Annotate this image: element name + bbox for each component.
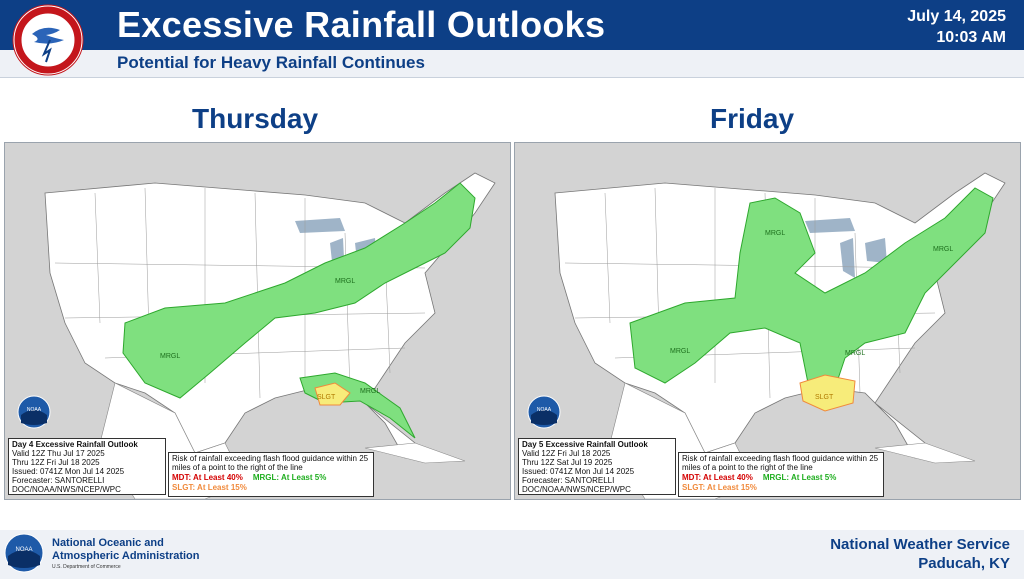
legend-mdt: MDT: At Least 40% bbox=[682, 473, 753, 482]
thru-line: Thru 12Z Fri Jul 18 2025 bbox=[12, 458, 100, 467]
outlook-info-box: Day 5 Excessive Rainfall Outlook Valid 1… bbox=[518, 438, 676, 495]
risk-legend: Risk of rainfall exceeding flash flood g… bbox=[168, 452, 374, 497]
thru-line: Thru 12Z Sat Jul 19 2025 bbox=[522, 458, 613, 467]
office-line1: National Weather Service bbox=[830, 536, 1010, 553]
legend-mrgl: MRGL: At Least 5% bbox=[252, 473, 327, 482]
slgt-area bbox=[799, 374, 856, 412]
svg-text:NOAA: NOAA bbox=[15, 547, 32, 553]
department-text: U.S. Department of Commerce bbox=[52, 564, 121, 570]
lake-superior bbox=[805, 218, 855, 233]
issued-line: Issued: 0741Z Mon Jul 14 2025 bbox=[12, 467, 125, 476]
office-name: National Weather Service Paducah, KY bbox=[830, 535, 1010, 573]
footer-bar bbox=[0, 530, 1024, 579]
risk-label: MRGL bbox=[845, 350, 865, 357]
mrgl-area-main bbox=[629, 187, 994, 394]
forecaster-line: Forecaster: SANTORELLI bbox=[12, 476, 105, 485]
office-line: DOC/NOAA/NWS/NCEP/WPC bbox=[12, 485, 121, 494]
noaa-logo-small: NOAA bbox=[527, 395, 561, 429]
datetime: July 14, 2025 10:03 AM bbox=[907, 6, 1006, 48]
agency-name: National Oceanic and Atmospheric Adminis… bbox=[52, 537, 200, 571]
page-subtitle: Potential for Heavy Rainfall Continues bbox=[117, 53, 425, 72]
valid-line: Valid 12Z Thu Jul 17 2025 bbox=[12, 449, 105, 458]
risk-label: SLGT bbox=[815, 394, 834, 401]
nws-logo bbox=[12, 4, 84, 76]
risk-label: MRGL bbox=[765, 230, 785, 237]
agency-line2: Atmospheric Administration bbox=[52, 550, 200, 562]
outlook-title: Day 5 Excessive Rainfall Outlook bbox=[522, 440, 648, 449]
cuba-landmass bbox=[364, 442, 466, 464]
outlook-title: Day 4 Excessive Rainfall Outlook bbox=[12, 440, 138, 449]
noaa-logo-small: NOAA bbox=[17, 395, 51, 429]
subheader-bar bbox=[0, 50, 1024, 78]
issued-line: Issued: 0741Z Mon Jul 14 2025 bbox=[522, 467, 635, 476]
map-panel-thursday: MRGL MRGL MRGL SLGT NOAA Day 4 Excessive… bbox=[4, 142, 511, 500]
legend-mdt: MDT: At Least 40% bbox=[172, 473, 243, 482]
date-text: July 14, 2025 bbox=[907, 8, 1006, 25]
office-line2: Paducah, KY bbox=[918, 555, 1010, 572]
agency-line1: National Oceanic and bbox=[52, 537, 164, 549]
legend-slgt: SLGT: At Least 15% bbox=[682, 483, 757, 492]
legend-mrgl: MRGL: At Least 5% bbox=[762, 473, 837, 482]
risk-label: SLGT bbox=[317, 394, 336, 401]
noaa-logo: NOAA bbox=[4, 533, 44, 573]
lake-huron bbox=[865, 238, 887, 263]
day-title-friday: Friday bbox=[709, 103, 795, 134]
legend-description: Risk of rainfall exceeding flash flood g… bbox=[682, 454, 879, 472]
map-panel-friday: MRGL MRGL MRGL MRGL SLGT NOAA Day 5 Exce… bbox=[514, 142, 1021, 500]
forecaster-line: Forecaster: SANTORELLI bbox=[522, 476, 615, 485]
header-bar bbox=[0, 0, 1024, 50]
day-title-thursday: Thursday bbox=[191, 103, 319, 134]
outlook-info-box: Day 4 Excessive Rainfall Outlook Valid 1… bbox=[8, 438, 166, 495]
outlook-map-friday: MRGL MRGL MRGL MRGL SLGT bbox=[515, 143, 1020, 499]
legend-slgt: SLGT: At Least 15% bbox=[172, 483, 247, 492]
lake-michigan bbox=[840, 238, 855, 278]
risk-label: MRGL bbox=[670, 348, 690, 355]
office-line: DOC/NOAA/NWS/NCEP/WPC bbox=[522, 485, 631, 494]
risk-label: MRGL bbox=[933, 246, 953, 253]
lake-superior bbox=[295, 218, 345, 233]
cuba-landmass bbox=[874, 442, 976, 464]
risk-legend: Risk of rainfall exceeding flash flood g… bbox=[678, 452, 884, 497]
time-text: 10:03 AM bbox=[936, 29, 1006, 46]
valid-line: Valid 12Z Fri Jul 18 2025 bbox=[522, 449, 611, 458]
legend-description: Risk of rainfall exceeding flash flood g… bbox=[172, 454, 369, 472]
svg-text:NOAA: NOAA bbox=[27, 407, 42, 413]
slgt-area bbox=[314, 382, 351, 406]
risk-label: MRGL bbox=[160, 353, 180, 360]
risk-label: MRGL bbox=[335, 278, 355, 285]
page-title: Excessive Rainfall Outlooks bbox=[117, 4, 606, 45]
mrgl-area-main bbox=[122, 182, 476, 399]
risk-label: MRGL bbox=[360, 388, 380, 395]
svg-text:NOAA: NOAA bbox=[537, 407, 552, 413]
